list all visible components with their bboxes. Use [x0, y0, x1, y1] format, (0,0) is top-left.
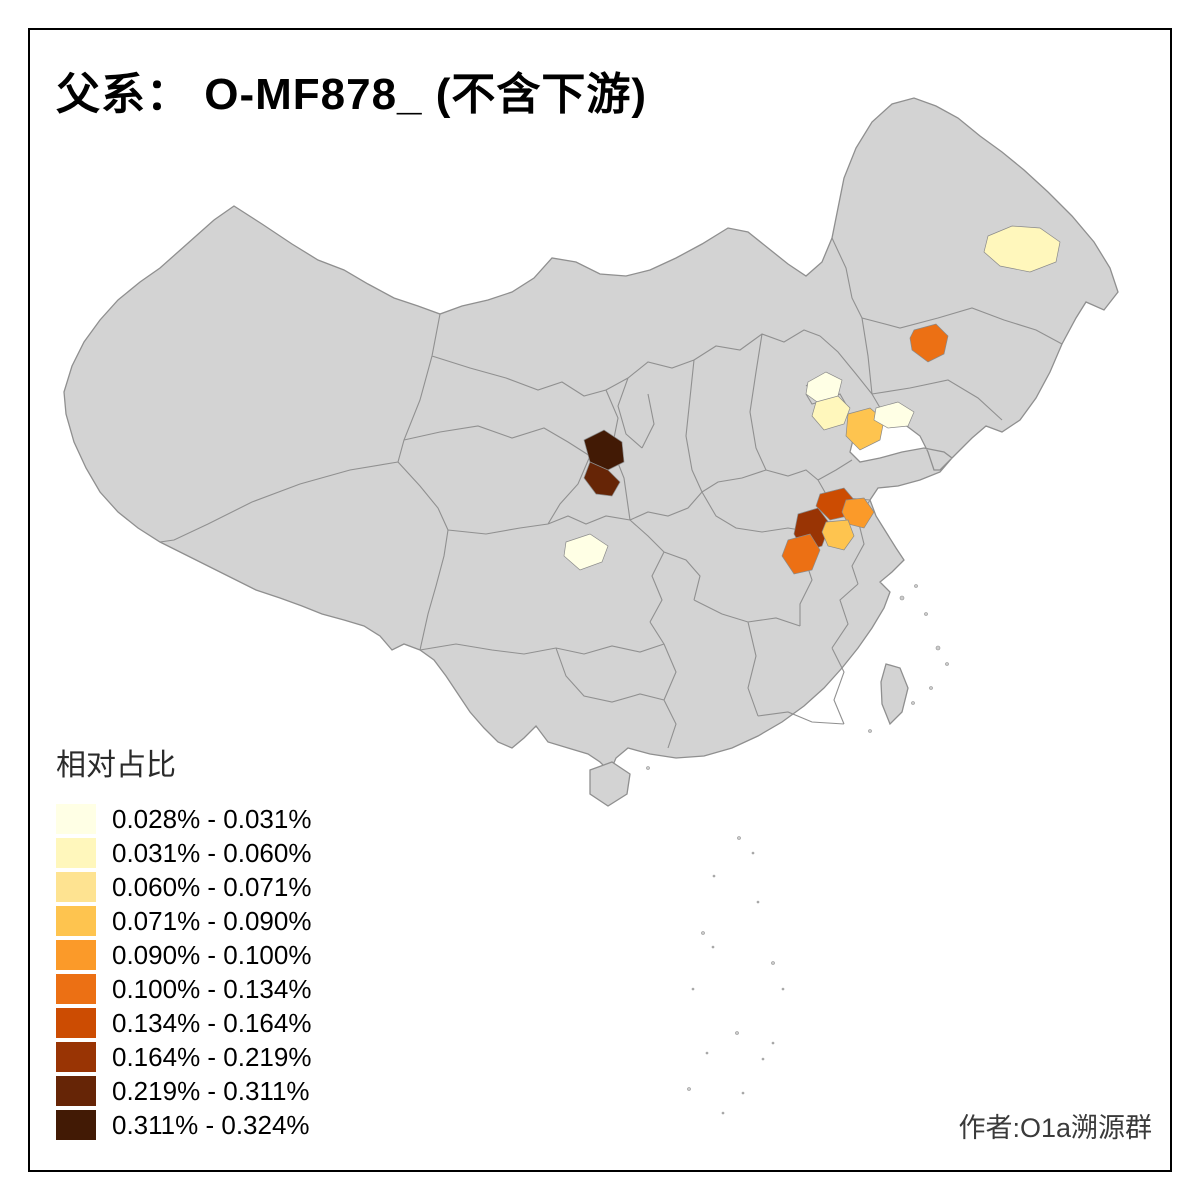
region-heilongjiang-patch: [983, 225, 1061, 273]
plot-frame: [28, 28, 1172, 1172]
legend-swatch: [56, 974, 96, 1004]
legend-label: 0.219% - 0.311%: [112, 1075, 310, 1106]
region-gansu-dark-patch-south: [583, 461, 621, 497]
region-hubei-central-patch: [821, 519, 855, 551]
legend-item: 0.100% - 0.134%: [56, 972, 311, 1006]
legend-swatch-rect: [56, 906, 96, 936]
legend-title: 相对占比: [56, 749, 176, 782]
legend-item: 0.219% - 0.311%: [56, 1074, 311, 1108]
legend-swatch-rect: [56, 804, 96, 834]
legend-label: 0.031% - 0.060%: [112, 837, 312, 868]
legend-swatch: [56, 906, 96, 936]
legend-item: 0.031% - 0.060%: [56, 836, 311, 870]
legend-label: 0.164% - 0.219%: [112, 1041, 312, 1072]
legend-item: 0.311% - 0.324%: [56, 1108, 311, 1142]
legend-swatch: [56, 1042, 96, 1072]
legend-label: 0.071% - 0.090%: [112, 905, 312, 936]
small-islands-group: [646, 584, 949, 1115]
legend-swatch: [56, 1008, 96, 1038]
legend-swatch: [56, 804, 96, 834]
legend-item: 0.071% - 0.090%: [56, 904, 311, 938]
legend-item: 0.134% - 0.164%: [56, 1006, 311, 1040]
province-borders: [159, 237, 1063, 749]
legend-label: 0.028% - 0.031%: [112, 803, 312, 834]
hainan-island: [589, 761, 631, 807]
region-sichuan-pale-patch: [563, 533, 609, 571]
legend-swatch: [56, 940, 96, 970]
legend-swatch-rect: [56, 940, 96, 970]
legend-swatch-rect: [56, 872, 96, 902]
region-anhui-west-patch: [841, 497, 875, 529]
region-shandong-east-patch: [873, 401, 915, 429]
page-title: 父系： O-MF878_ (不含下游): [56, 70, 648, 119]
legend-label: 0.060% - 0.071%: [112, 871, 312, 902]
china-landmass: [63, 97, 1119, 774]
legend-item: 0.028% - 0.031%: [56, 802, 311, 836]
legend-swatch-rect: [56, 1110, 96, 1140]
legend-swatch: [56, 872, 96, 902]
author-credit: 作者:O1a溯源群: [958, 1113, 1152, 1143]
legend-swatch-rect: [56, 974, 96, 1004]
legend-label: 0.134% - 0.164%: [112, 1007, 312, 1038]
legend-item: 0.164% - 0.219%: [56, 1040, 311, 1074]
legend-swatch: [56, 1076, 96, 1106]
legend-swatch-rect: [56, 1076, 96, 1106]
legend-item: 0.090% - 0.100%: [56, 938, 311, 972]
legend-swatch-rect: [56, 838, 96, 868]
region-liaoning-patch: [909, 323, 949, 363]
legend-label: 0.100% - 0.134%: [112, 973, 312, 1004]
legend-label: 0.090% - 0.100%: [112, 939, 312, 970]
taiwan-island: [880, 663, 909, 726]
legend-swatch-rect: [56, 1008, 96, 1038]
legend-swatch-rect: [56, 1042, 96, 1072]
region-hebei-patch-south: [811, 395, 851, 431]
legend-swatch: [56, 1110, 96, 1140]
choropleth-regions: [563, 225, 1061, 575]
legend-swatch: [56, 838, 96, 868]
legend: 相对占比 0.028% - 0.031% 0.031% - 0.060% 0.0…: [56, 740, 311, 1142]
legend-label: 0.311% - 0.324%: [112, 1109, 310, 1140]
region-hubei-west-patch: [781, 533, 821, 575]
legend-item: 0.060% - 0.071%: [56, 870, 311, 904]
